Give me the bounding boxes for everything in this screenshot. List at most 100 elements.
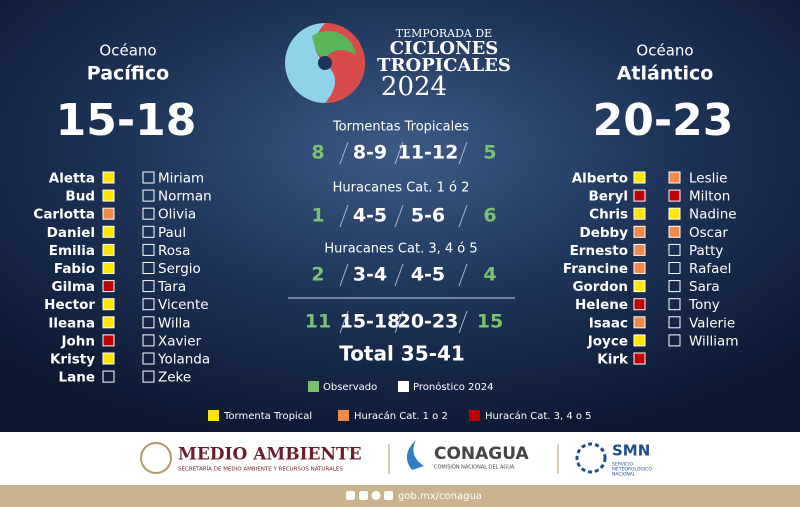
storm-status xyxy=(102,171,115,184)
slash xyxy=(458,310,468,334)
category-swatch xyxy=(338,410,349,421)
storm-status xyxy=(668,243,681,256)
ocean-forecast: 20-23 xyxy=(593,95,734,146)
legend-label: Observado xyxy=(323,382,377,393)
storm-status xyxy=(102,243,115,256)
storm-name: Emilia xyxy=(49,243,95,259)
footer-url[interactable]: gob.mx/conagua xyxy=(398,491,482,502)
storm-status xyxy=(142,352,155,365)
storm-status xyxy=(102,298,115,311)
ocean-name: Pacífico xyxy=(87,63,169,85)
storm-name: Alberto xyxy=(572,171,628,187)
storm-name: Vicente xyxy=(158,297,209,313)
conagua-name: CONAGUA xyxy=(434,444,530,464)
forecast-range: 8-9 xyxy=(353,142,387,164)
storm-status xyxy=(668,334,681,347)
storm-status xyxy=(633,352,646,365)
storm-name: Helene xyxy=(575,297,628,313)
conagua-subtitle: COMISIÓN NACIONAL DEL AGUA xyxy=(434,464,515,471)
slash xyxy=(394,204,404,228)
storm-name: Francine xyxy=(563,261,628,277)
storm-status xyxy=(633,171,646,184)
observed-count: 5 xyxy=(483,142,496,164)
observed-count: 8 xyxy=(311,142,324,164)
storm-name: Miriam xyxy=(158,171,204,187)
row-heading: Huracanes Cat. 1 ó 2 xyxy=(333,181,470,196)
storm-status xyxy=(142,370,155,383)
storm-name: Ernesto xyxy=(570,243,628,259)
observed-count: 4 xyxy=(483,264,496,286)
storm-name: Patty xyxy=(689,243,723,259)
ocean-forecast: 15-18 xyxy=(56,95,197,146)
footer-band xyxy=(0,432,800,485)
storm-name: Zeke xyxy=(158,370,191,386)
slash xyxy=(394,310,404,334)
semarnat-subtitle: SECRETARÍA DE MEDIO AMBIENTE Y RECURSOS … xyxy=(178,466,343,473)
storm-name: Aletta xyxy=(49,171,95,187)
slash xyxy=(339,141,349,165)
storm-status xyxy=(142,207,155,220)
row-heading: Huracanes Cat. 3, 4 ó 5 xyxy=(324,242,477,257)
storm-status xyxy=(102,316,115,329)
storm-name: Chris xyxy=(589,207,628,223)
storm-status xyxy=(633,262,646,274)
observed-count: 1 xyxy=(311,205,324,227)
semarnat-name: MEDIO AMBIENTE xyxy=(178,445,362,465)
storm-status xyxy=(633,243,646,256)
storm-name: Valerie xyxy=(689,315,735,331)
title-year: 2024 xyxy=(381,72,447,102)
url-band xyxy=(0,485,800,507)
storm-status xyxy=(668,298,681,311)
slash xyxy=(339,263,349,287)
forecast-range: 4-5 xyxy=(353,205,387,227)
storm-name: Willa xyxy=(158,315,191,331)
storm-name: Oscar xyxy=(689,225,728,241)
storm-name: Milton xyxy=(689,189,730,205)
storm-status xyxy=(142,243,155,256)
slash xyxy=(458,141,468,165)
storm-status xyxy=(633,280,646,293)
storm-status xyxy=(142,316,155,329)
storm-status xyxy=(102,280,115,293)
storm-name: Tony xyxy=(688,297,720,313)
semarnat-emblem xyxy=(140,442,172,474)
storm-status xyxy=(668,171,681,184)
storm-status xyxy=(102,370,115,383)
storm-name: Sergio xyxy=(158,261,201,277)
storm-name: Nadine xyxy=(689,207,737,223)
storm-status xyxy=(668,280,681,293)
storm-name: Joyce xyxy=(587,333,628,349)
slash xyxy=(339,310,349,334)
slash xyxy=(458,204,468,228)
ocean-label: Océano xyxy=(99,42,156,60)
storm-name: Tara xyxy=(157,279,186,295)
storm-name: John xyxy=(60,333,95,349)
smn-emblem xyxy=(575,442,607,474)
storm-status xyxy=(668,225,681,238)
storm-status xyxy=(142,298,155,311)
observed-count: 11 xyxy=(305,311,331,333)
storm-status xyxy=(668,316,681,329)
social-icons xyxy=(346,491,393,500)
title-line: TROPICALES xyxy=(377,55,511,76)
storm-name: Lane xyxy=(59,370,95,386)
storm-name: Ileana xyxy=(48,315,95,331)
category-swatch xyxy=(469,410,480,421)
storm-name: Rosa xyxy=(158,243,190,259)
row-heading: Tormentas Tropicales xyxy=(332,120,469,135)
forecast-range: 11-12 xyxy=(398,142,459,164)
storm-name: Paul xyxy=(158,225,186,241)
slash xyxy=(339,204,349,228)
storm-name: Olivia xyxy=(158,207,196,223)
storm-name: Yolanda xyxy=(157,352,210,368)
storm-status xyxy=(633,298,646,311)
forecast-range: 15-18 xyxy=(340,311,401,333)
storm-name: Sara xyxy=(689,279,720,295)
season-logo xyxy=(285,23,365,103)
observed-count: 15 xyxy=(477,311,503,333)
storm-name: Fabio xyxy=(54,261,95,277)
storm-status xyxy=(633,207,646,220)
storm-status xyxy=(142,189,155,202)
storm-name: Carlotta xyxy=(33,207,95,223)
